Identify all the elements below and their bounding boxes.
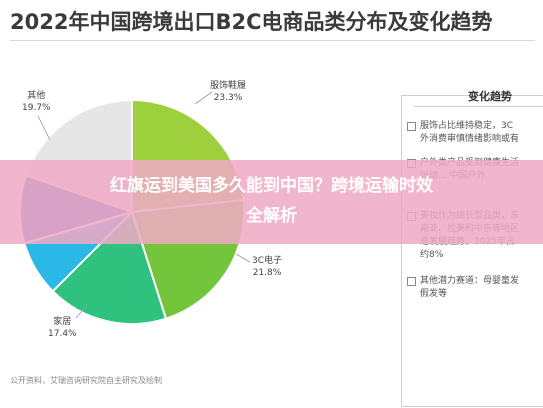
checkbox-icon	[407, 277, 416, 286]
pie-label-5: 其他 19.7%	[22, 90, 51, 114]
pie-label-2: 家居 17.4%	[48, 316, 77, 340]
pie-label-value: 21.8%	[252, 268, 282, 278]
banner-line-1[interactable]: 红旗运到美国多久能到中国？跨境运输时效	[110, 176, 433, 196]
chart-title: 2022年中国跨境出口B2C电商品类分布及变化趋势	[10, 10, 493, 34]
leader-line-3	[37, 115, 51, 141]
pie-label-0: 服饰鞋履 23.3%	[210, 80, 246, 104]
trend-line-8: 约8%	[420, 250, 444, 260]
leader-line-2	[75, 303, 89, 319]
pie-label-value: 23.3%	[213, 93, 243, 103]
trend-line-9: 其他潜力赛道：母婴童发	[420, 276, 520, 286]
leader-line-0	[194, 91, 213, 105]
trend-line-10: 假发等	[420, 289, 448, 299]
pie-label-name: 3C电子	[252, 256, 283, 266]
banner-line-2[interactable]: 全解析	[246, 206, 297, 226]
pie-label-name: 其他	[27, 91, 46, 101]
pie-label-1: 3C电子 21.8%	[252, 255, 282, 279]
trend-panel	[401, 95, 543, 407]
trend-panel-title: 变化趋势	[468, 90, 512, 103]
pie-label-value: 19.7%	[22, 103, 51, 113]
title-divider	[10, 40, 535, 41]
leader-line-1	[235, 253, 251, 263]
checkbox-icon	[407, 122, 416, 131]
trend-line-1: 外消费审慎情绪影响或有	[420, 134, 520, 144]
pie-label-name: 服饰鞋履	[210, 81, 247, 91]
pie-label-value: 17.4%	[48, 329, 77, 339]
trend-panel-divider	[414, 106, 543, 107]
source-note: 公开资料，艾瑞咨询研究院自主研究及绘制	[10, 376, 162, 385]
promo-banner[interactable]	[0, 160, 543, 244]
pie-label-name: 家居	[53, 317, 72, 327]
trend-line-0: 服饰占比维持稳定，3C	[420, 121, 514, 131]
